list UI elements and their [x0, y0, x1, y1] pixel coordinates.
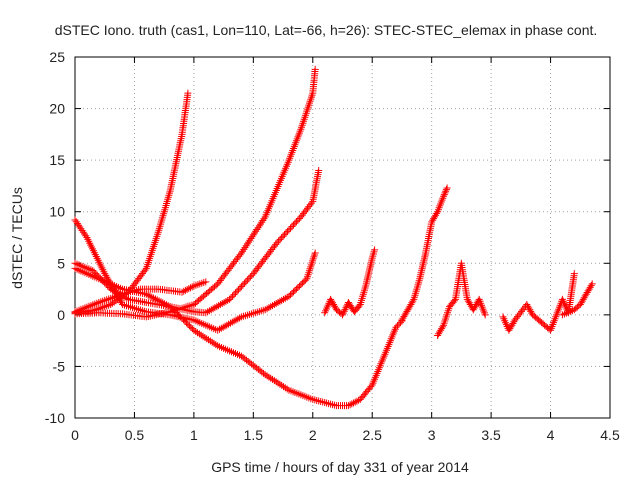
- series-sat-K: [558, 280, 596, 319]
- y-tick-label: 25: [49, 49, 65, 65]
- y-axis-ticks: -10 -5 0 5 10 15 20 25: [45, 49, 610, 426]
- y-axis-label: dSTEC / TECUs: [9, 187, 25, 289]
- x-tick-label: 4: [547, 427, 555, 443]
- data-point-markers: [321, 246, 379, 319]
- data-point-markers: [398, 184, 451, 324]
- x-tick-label: 3: [428, 427, 436, 443]
- data-point-markers: [434, 259, 489, 339]
- data-point-markers: [71, 278, 210, 316]
- series-sat-H: [398, 184, 451, 324]
- x-tick-label: 0: [71, 427, 79, 443]
- data-point-markers: [71, 167, 323, 317]
- series-sat-D: [71, 216, 319, 334]
- data-point-markers: [71, 264, 406, 410]
- y-tick-label: 20: [49, 101, 65, 117]
- x-tick-label: 0.5: [125, 427, 145, 443]
- data-points: [71, 65, 596, 410]
- data-point-markers: [499, 270, 578, 334]
- series-sat-A: [71, 89, 192, 317]
- x-tick-label: 2.5: [362, 427, 382, 443]
- x-tick-label: 1: [190, 427, 198, 443]
- x-tick-label: 4.5: [600, 427, 620, 443]
- y-tick-label: 10: [49, 204, 65, 220]
- x-tick-label: 1.5: [244, 427, 264, 443]
- series-sat-F: [71, 278, 210, 316]
- data-point-markers: [71, 89, 192, 317]
- x-axis-ticks: 0 0.5 1 1.5 2 2.5 3 3.5 4 4.5: [71, 57, 620, 443]
- x-tick-label: 3.5: [481, 427, 501, 443]
- series-sat-E: [71, 264, 406, 410]
- data-point-markers: [558, 280, 596, 319]
- x-axis-label: GPS time / hours of day 331 of year 2014: [211, 459, 469, 475]
- series-sat-G: [321, 246, 379, 319]
- data-point-markers: [71, 216, 319, 334]
- y-tick-label: -10: [45, 410, 65, 426]
- chart-title: dSTEC Iono. truth (cas1, Lon=110, Lat=-6…: [55, 22, 598, 38]
- series-sat-J: [499, 270, 578, 334]
- y-tick-label: 15: [49, 152, 65, 168]
- y-tick-label: 0: [57, 307, 65, 323]
- y-tick-label: 5: [57, 255, 65, 271]
- y-tick-label: -5: [53, 358, 66, 374]
- plot-frame: [74, 56, 611, 419]
- series-sat-C: [71, 167, 323, 317]
- series-sat-I: [434, 259, 489, 339]
- x-tick-label: 2: [309, 427, 317, 443]
